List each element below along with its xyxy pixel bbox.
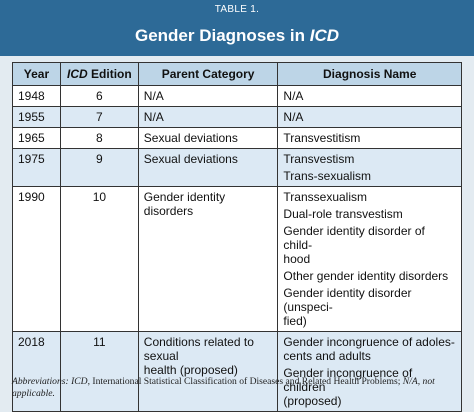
table-row: 1955 7 N/A N/A bbox=[12, 106, 462, 128]
parent-line: Conditions related to sexual bbox=[143, 335, 254, 363]
parent-line: health (proposed) bbox=[143, 363, 238, 377]
footnote-segment: N/A bbox=[402, 376, 418, 387]
year-cell: 1975 bbox=[12, 148, 61, 187]
diagnosis-line: cents and adults bbox=[283, 349, 371, 363]
diagnosis-cell: N/A bbox=[277, 106, 462, 128]
footnote-segment: , not applicable. bbox=[12, 376, 435, 399]
edition-cell: 6 bbox=[59, 85, 139, 107]
diagnosis-item: Transvestism bbox=[283, 152, 456, 166]
table-row: 1990 10 Gender identity disorders Transsexu… bbox=[12, 186, 462, 332]
diagnosis-line: Trans-sexualism bbox=[283, 169, 371, 183]
diagnosis-line: Transsexualism bbox=[283, 190, 367, 204]
title-segment: Gender Diagnoses in bbox=[134, 26, 310, 45]
diagnosis-item: Trans-sexualism bbox=[283, 169, 456, 183]
footnote-segment: Abbreviations: bbox=[12, 376, 72, 387]
parent-line: Sexual deviations bbox=[143, 131, 238, 145]
diagnosis-line: Gender incongruence of children bbox=[283, 366, 413, 394]
title-segment: ICD bbox=[309, 26, 340, 45]
header-row: Year ICD Edition Parent Category Diagnosis … bbox=[12, 62, 462, 86]
diagnosis-item: Gender incongruence of adoles-cents and … bbox=[283, 335, 456, 363]
diagnosis-cell: Transvestitism bbox=[277, 127, 462, 149]
parent-cell: N/A bbox=[137, 85, 279, 107]
table-body: 1948 6 N/A N/A 1955 7 N/A N/A 1965 8 Sexual deviat… bbox=[12, 85, 462, 412]
diagnosis-item: Gender identity disorder (unspeci-fied) bbox=[283, 286, 456, 328]
parent-line: Gender identity disorders bbox=[143, 190, 226, 218]
year-cell: 1955 bbox=[12, 106, 61, 128]
year-cell: 1990 bbox=[12, 186, 61, 332]
diagnosis-line: Gender incongruence of adoles- bbox=[283, 335, 455, 349]
table-row: 2018 11 Conditions related to sexual health… bbox=[12, 331, 462, 412]
footnote: Abbreviations: ICD, International Statis… bbox=[12, 376, 462, 400]
table: Year ICD Edition Parent Category Diagnosis … bbox=[12, 62, 462, 412]
diagnosis-line: Gender identity disorder of child- bbox=[283, 224, 425, 252]
column-header: ICD Edition bbox=[59, 62, 139, 86]
diagnosis-line: Dual-role transvestism bbox=[283, 207, 403, 221]
year-cell: 2018 bbox=[12, 331, 61, 412]
header-segment: Year bbox=[23, 67, 50, 81]
header-segment: Parent Category bbox=[161, 67, 255, 81]
diagnosis-line: N/A bbox=[283, 89, 304, 103]
table-label: TABLE 1. bbox=[214, 4, 260, 15]
table-row: 1948 6 N/A N/A bbox=[12, 85, 462, 107]
diagnosis-item: N/A bbox=[283, 110, 456, 124]
table-title: Gender Diagnoses in ICD bbox=[0, 26, 474, 46]
diagnosis-item: N/A bbox=[283, 89, 456, 103]
footnote-segment: ICD bbox=[71, 376, 88, 387]
parent-line: N/A bbox=[143, 89, 164, 103]
parent-cell: Sexual deviations bbox=[137, 127, 279, 149]
edition-cell: 11 bbox=[59, 331, 139, 412]
diagnosis-cell: Gender incongruence of adoles-cents and … bbox=[277, 331, 462, 412]
diagnosis-line: fied) bbox=[283, 314, 307, 328]
column-header: Year bbox=[12, 62, 61, 86]
parent-cell: Sexual deviations bbox=[137, 148, 279, 187]
table-row: 1975 9 Sexual deviations Transvestism Trans-… bbox=[12, 148, 462, 187]
edition-cell: 9 bbox=[59, 148, 139, 187]
footnote-segment: , International Statistical Classificati… bbox=[87, 376, 403, 387]
diagnosis-cell: Transvestism Trans-sexualism bbox=[277, 148, 462, 187]
header-segment: Edition bbox=[87, 67, 132, 81]
header-segment: Diagnosis Name bbox=[323, 67, 417, 81]
edition-cell: 8 bbox=[59, 127, 139, 149]
header-segment: ICD bbox=[67, 67, 88, 81]
diagnosis-line: N/A bbox=[283, 110, 304, 124]
edition-cell: 7 bbox=[59, 106, 139, 128]
column-header: Diagnosis Name bbox=[277, 62, 462, 86]
diagnosis-item: Transsexualism bbox=[283, 190, 456, 204]
edition-cell: 10 bbox=[59, 186, 139, 332]
parent-line: Sexual deviations bbox=[143, 152, 238, 166]
table-row: 1965 8 Sexual deviations Transvestitism bbox=[12, 127, 462, 149]
parent-cell: N/A bbox=[137, 106, 279, 128]
diagnosis-line: Transvestitism bbox=[283, 131, 361, 145]
parent-line: N/A bbox=[143, 110, 164, 124]
year-cell: 1965 bbox=[12, 127, 61, 149]
diagnosis-line: Other gender identity disorders bbox=[283, 269, 449, 283]
header-band: TABLE 1. Gender Diagnoses in ICD bbox=[0, 0, 474, 56]
diagnosis-cell: Transsexualism Dual-role transvestism Gend… bbox=[277, 186, 462, 332]
diagnosis-item: Gender identity disorder of child-hood bbox=[283, 224, 456, 266]
diagnosis-line: hood bbox=[283, 252, 311, 266]
year-cell: 1948 bbox=[12, 85, 61, 107]
parent-cell: Conditions related to sexual health (prop… bbox=[137, 331, 279, 412]
parent-cell: Gender identity disorders bbox=[137, 186, 279, 332]
diagnosis-item: Dual-role transvestism bbox=[283, 207, 456, 221]
diagnosis-cell: N/A bbox=[277, 85, 462, 107]
column-header: Parent Category bbox=[137, 62, 279, 86]
diagnosis-item: Other gender identity disorders bbox=[283, 269, 456, 283]
diagnosis-item: Transvestitism bbox=[283, 131, 456, 145]
diagnosis-line: Gender identity disorder (unspeci- bbox=[283, 286, 412, 314]
diagnosis-line: Transvestism bbox=[283, 152, 355, 166]
